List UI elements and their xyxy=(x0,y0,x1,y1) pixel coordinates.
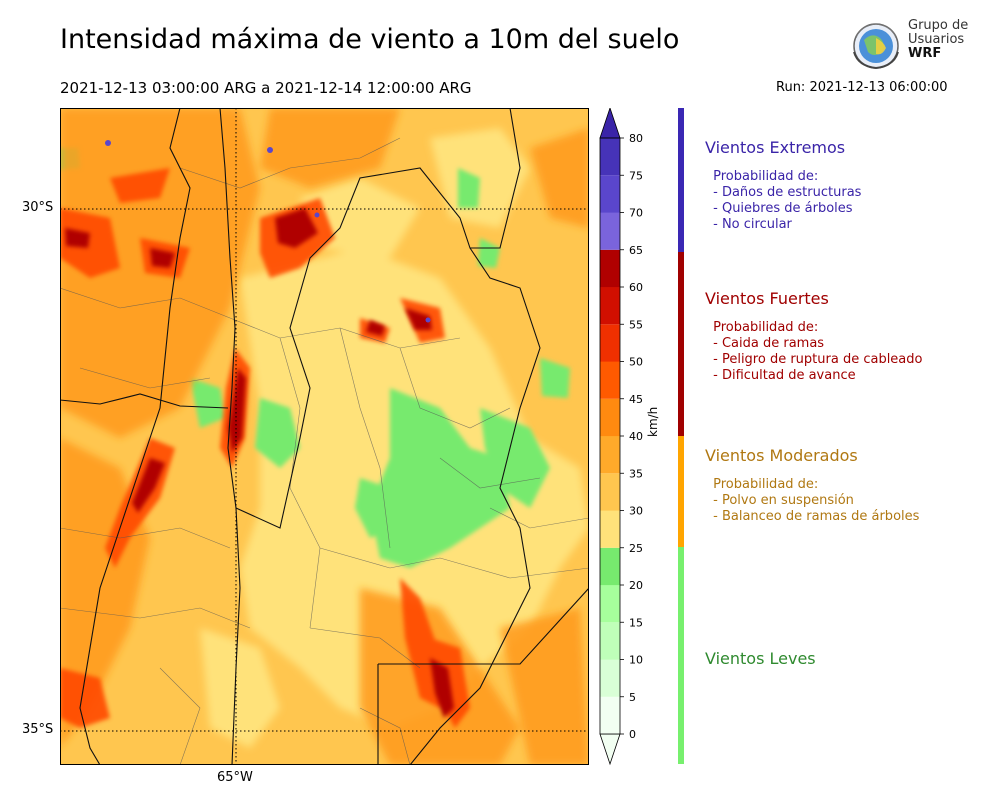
colorbar-bin xyxy=(600,585,620,623)
colorbar-bin xyxy=(600,436,620,474)
graticule xyxy=(60,108,589,765)
category-description: Probabilidad de: - Polvo en suspensión -… xyxy=(713,477,920,524)
wind-55-65-region xyxy=(65,208,454,718)
latitude-label-35s: 35°S xyxy=(22,722,54,737)
latitude-label-30s: 30°S xyxy=(22,200,54,215)
colorbar-min-extend xyxy=(599,733,621,766)
colorbar-unit: km/h xyxy=(646,406,660,437)
colorbar-tick-label: 60 xyxy=(629,281,643,294)
colorbar-tick-label: 10 xyxy=(629,654,643,667)
colorbar-tick-label: 65 xyxy=(629,244,643,257)
category-bar-moderados xyxy=(678,436,684,547)
map-title: Intensidad máxima de viento a 10m del su… xyxy=(60,24,680,55)
colorbar-tick-label: 80 xyxy=(629,132,643,145)
colorbar-tick-label: 45 xyxy=(629,393,643,406)
wind-colorbar: 0 5 10 15 20 25 30 35 40 45 50 55 60 65 70 75 80 xyxy=(599,108,643,766)
forecast-period: 2021-12-13 03:00:00 ARG a 2021-12-14 12:… xyxy=(60,79,472,97)
category-leves: Vientos Leves xyxy=(705,649,816,668)
colorbar-bin xyxy=(600,324,620,362)
category-moderados: Vientos Moderados Probabilidad de: - Pol… xyxy=(705,446,919,525)
colorbar-tick-label: 30 xyxy=(629,505,643,518)
colorbar-tick-label: 20 xyxy=(629,579,643,592)
admin-borders xyxy=(60,137,589,765)
colorbar-tick-label: 40 xyxy=(629,430,643,443)
colorbar-bin xyxy=(600,249,620,288)
category-bar-fuertes xyxy=(678,252,684,436)
colorbar-bin xyxy=(600,287,620,325)
colorbar-bin xyxy=(600,622,620,660)
colorbar-tick-label: 25 xyxy=(629,542,643,555)
colorbar-segments xyxy=(599,108,621,766)
colorbar-bin xyxy=(600,212,620,250)
colorbar-max-extend xyxy=(599,108,621,139)
category-description: Probabilidad de: - Caida de ramas - Peli… xyxy=(713,320,923,383)
logo-text: Grupo de Usuarios WRF xyxy=(908,18,969,61)
category-title: Vientos Extremos xyxy=(705,138,846,157)
category-title: Vientos Fuertes xyxy=(705,289,829,308)
colorbar-bin xyxy=(600,696,620,735)
colorbar-bin xyxy=(600,473,620,511)
colorbar-tick-label: 15 xyxy=(629,616,643,629)
colorbar-bin xyxy=(600,510,620,548)
colorbar-tick-label: 5 xyxy=(629,691,636,704)
colorbar-bin xyxy=(600,175,620,213)
run-time: Run: 2021-12-13 06:00:00 xyxy=(776,80,948,95)
colorbar-bin xyxy=(600,138,620,176)
longitude-label-65w: 65°W xyxy=(217,770,253,785)
category-description: Probabilidad de: - Daños de estructuras … xyxy=(713,169,862,232)
category-title: Vientos Leves xyxy=(705,649,816,668)
colorbar-tick-label: 0 xyxy=(629,728,636,741)
category-fuertes: Vientos Fuertes Probabilidad de: - Caida… xyxy=(705,289,922,384)
globe-logo-icon xyxy=(853,23,899,70)
category-title: Vientos Moderados xyxy=(705,446,858,465)
colorbar-ticks: 0 5 10 15 20 25 30 35 40 45 50 55 60 65 70 75 80 xyxy=(620,132,643,741)
wind-extreme-spots xyxy=(105,140,431,323)
category-color-bar xyxy=(678,108,684,764)
colorbar-tick-label: 55 xyxy=(629,318,643,331)
colorbar-tick-label: 35 xyxy=(629,467,643,480)
category-bar-leves xyxy=(678,547,684,764)
category-extremos: Vientos Extremos Probabilidad de: - Daño… xyxy=(705,138,861,233)
colorbar-bin xyxy=(600,361,620,399)
colorbar-bin xyxy=(600,398,620,437)
wind-low-region xyxy=(60,148,570,568)
colorbar-bin xyxy=(600,547,620,586)
province-borders xyxy=(60,108,589,765)
category-bar-extremos xyxy=(678,108,684,252)
colorbar-tick-label: 75 xyxy=(629,169,643,182)
colorbar-tick-label: 50 xyxy=(629,356,643,369)
grupo-usuarios-wrf-logo: Grupo de Usuarios WRF xyxy=(848,16,978,74)
wind-map xyxy=(60,108,589,765)
colorbar-bin xyxy=(600,659,620,697)
colorbar-tick-label: 70 xyxy=(629,207,643,220)
